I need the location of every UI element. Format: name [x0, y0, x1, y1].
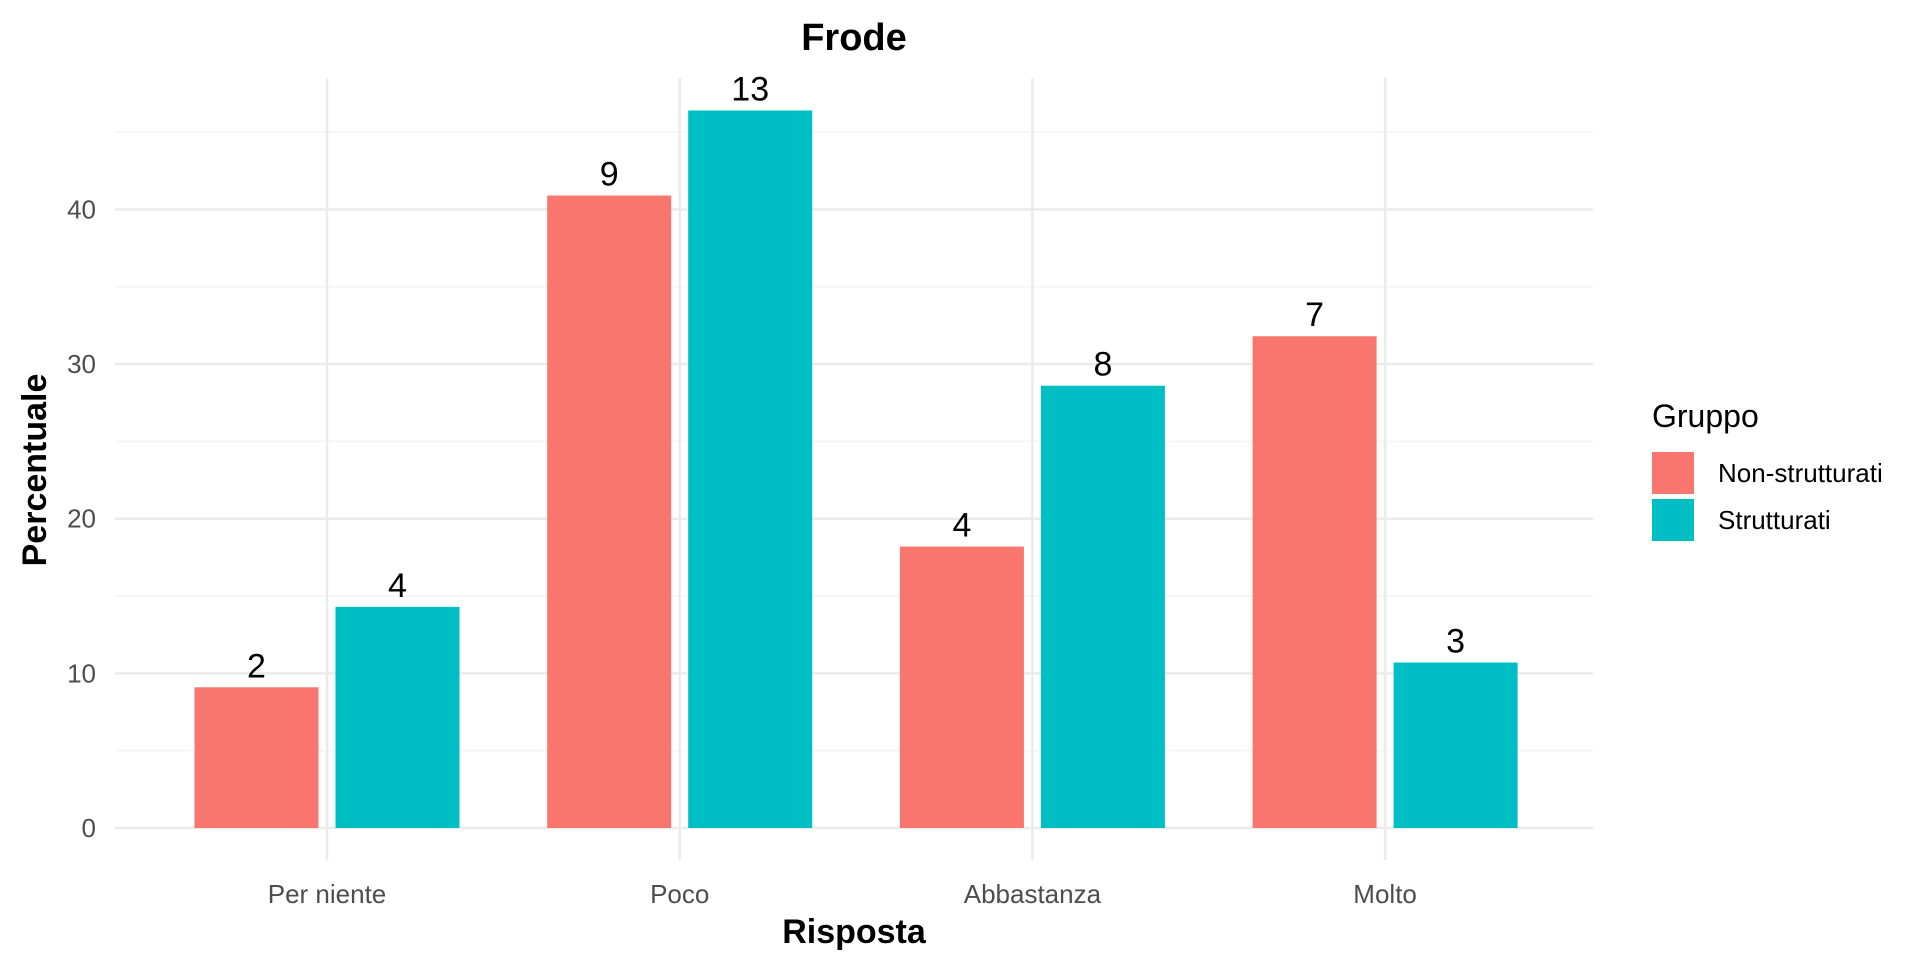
- bar-labels: 2 9 4 7 4 13 8 3: [247, 70, 1465, 685]
- y-tick-label: 0: [82, 813, 96, 843]
- bar-count-label: 4: [388, 567, 407, 605]
- bar: [1393, 662, 1518, 828]
- bar: [688, 110, 813, 828]
- legend: Gruppo Non-strutturati Strutturati: [1652, 398, 1883, 541]
- bar-count-label: 13: [731, 70, 769, 108]
- legend-items: Non-strutturati Strutturati: [1652, 452, 1883, 541]
- x-axis-ticks: Per niente Poco Abbastanza Molto: [268, 879, 1417, 909]
- bar: [1252, 336, 1377, 828]
- y-tick-label: 20: [67, 504, 96, 534]
- bar-count-label: 3: [1446, 623, 1465, 661]
- bar-count-label: 9: [600, 156, 619, 194]
- chart-title: Frode: [801, 17, 907, 59]
- legend-label: Non-strutturati: [1718, 458, 1883, 488]
- bar-count-label: 4: [952, 507, 971, 545]
- x-tick-label: Per niente: [268, 879, 387, 909]
- bar-count-label: 2: [247, 647, 266, 685]
- legend-label: Strutturati: [1718, 505, 1831, 535]
- x-axis-title: Risposta: [782, 913, 927, 951]
- bar-count-label: 8: [1093, 346, 1112, 384]
- bar-count-label: 7: [1305, 296, 1324, 334]
- y-tick-label: 40: [67, 194, 96, 224]
- legend-title: Gruppo: [1652, 398, 1759, 434]
- bar: [547, 195, 672, 829]
- y-tick-label: 10: [67, 658, 96, 688]
- y-tick-label: 30: [67, 349, 96, 379]
- x-tick-label: Molto: [1353, 879, 1417, 909]
- legend-swatch: [1652, 452, 1694, 494]
- x-tick-label: Poco: [650, 879, 709, 909]
- bar: [335, 606, 460, 828]
- x-tick-label: Abbastanza: [964, 879, 1102, 909]
- bar: [194, 687, 319, 828]
- y-axis-ticks: 0 10 20 30 40: [67, 194, 96, 843]
- bar: [1040, 385, 1165, 828]
- bars: [194, 110, 1518, 829]
- y-axis-title: Percentuale: [16, 374, 54, 567]
- legend-swatch: [1652, 499, 1694, 541]
- bar: [899, 546, 1024, 828]
